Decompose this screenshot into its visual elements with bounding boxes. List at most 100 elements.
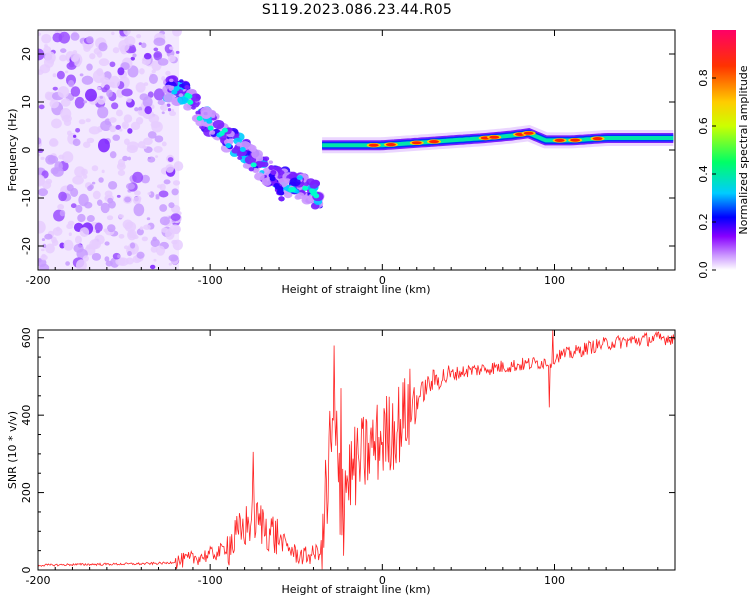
noise-blob (157, 99, 165, 106)
track-blob (227, 138, 234, 144)
noise-blob (100, 202, 110, 214)
noise-blob (127, 156, 131, 161)
noise-blob (104, 256, 110, 262)
noise-blob (72, 175, 84, 185)
noise-blob (168, 202, 175, 209)
noise-blob (153, 88, 165, 101)
noise-blob (167, 108, 172, 112)
noise-blob (117, 158, 126, 168)
noise-blob (150, 245, 158, 253)
branch-blob (276, 189, 283, 195)
noise-blob (41, 238, 46, 242)
spectrogram-x-tick-label: -100 (198, 274, 223, 287)
branch-blob (268, 165, 275, 171)
track-blob (301, 195, 313, 205)
track-core (313, 193, 320, 199)
track-core (206, 118, 213, 124)
snr-x-tick-label: -100 (198, 574, 223, 587)
noise-blob (161, 141, 167, 147)
noise-blob (85, 88, 97, 102)
noise-blob (143, 52, 152, 60)
noise-blob (49, 137, 58, 147)
noise-blob (121, 88, 133, 97)
track-core (171, 89, 178, 95)
noise-blob (125, 182, 135, 190)
noise-blob (94, 222, 103, 232)
spectrogram-layer (38, 30, 674, 270)
noise-blob (140, 174, 150, 184)
noise-blob (38, 174, 45, 186)
noise-blob (135, 82, 146, 93)
noise-blob (38, 258, 47, 267)
noise-blob (134, 107, 139, 112)
noise-blob (58, 191, 67, 202)
noise-blob (98, 177, 104, 183)
noise-blob (172, 226, 181, 235)
noise-blob (70, 52, 80, 63)
noise-blob (156, 245, 166, 256)
noise-blob (66, 130, 72, 136)
noise-blob (108, 180, 118, 190)
track-core (250, 162, 257, 168)
noise-blob (42, 243, 47, 249)
noise-blob (84, 201, 93, 209)
track-blob (179, 79, 184, 83)
noise-blob (38, 69, 44, 75)
noise-blob (168, 254, 179, 262)
noise-blob (65, 261, 70, 266)
noise-blob (77, 213, 86, 223)
track-core (187, 99, 194, 105)
colorbar-tick-label: 0.0 (697, 261, 710, 279)
noise-blob (123, 114, 133, 123)
noise-blob (51, 118, 62, 129)
track-blob (236, 151, 244, 157)
noise-blob (45, 178, 53, 185)
noise-blob (157, 58, 169, 66)
noise-blob (118, 233, 125, 239)
spectrogram-y-tick-label: -20 (20, 237, 33, 255)
track-blob (179, 83, 184, 88)
noise-blob (47, 155, 59, 164)
branch-blob (270, 169, 277, 175)
noise-blob (168, 262, 172, 266)
noise-blob (165, 70, 171, 76)
noise-blob (44, 51, 56, 64)
noise-blob (139, 226, 144, 231)
noise-blob (119, 128, 123, 132)
tone-hotspot (385, 143, 396, 147)
noise-blob (144, 106, 152, 115)
noise-blob (92, 69, 105, 84)
noise-blob (117, 67, 125, 76)
colorbar-title: Normalized spectral amplitude (737, 65, 750, 234)
track-blob (242, 162, 251, 169)
noise-blob (82, 255, 89, 262)
noise-blob (135, 116, 144, 125)
noise-blob (137, 141, 146, 149)
noise-blob (117, 257, 129, 267)
noise-blob (172, 180, 181, 186)
snr-series-line (38, 330, 675, 570)
track-blob (263, 156, 270, 162)
noise-blob (123, 138, 130, 145)
noise-blob (149, 264, 156, 270)
noise-blob (52, 167, 64, 177)
noise-blob (68, 232, 72, 237)
noise-blob (86, 36, 94, 44)
noise-blob (63, 239, 74, 251)
tone-hotspot (489, 135, 500, 139)
noise-blob (164, 44, 173, 54)
noise-blob (38, 188, 48, 197)
noise-blob (96, 95, 106, 105)
spectrogram-y-tick-label: -10 (20, 189, 33, 207)
noise-blob (163, 179, 171, 185)
track-blob (169, 78, 174, 83)
track-core (196, 115, 203, 121)
noise-blob (103, 228, 109, 233)
track-blob (209, 130, 216, 135)
track-blob (268, 160, 274, 165)
track-blob (254, 172, 265, 181)
noise-blob (143, 137, 153, 146)
noise-blob (150, 238, 160, 247)
noise-blob (109, 117, 117, 123)
